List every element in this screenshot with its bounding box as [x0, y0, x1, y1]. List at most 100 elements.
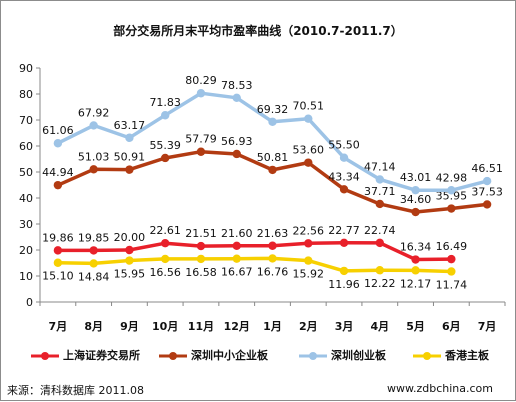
- series-0-point: [125, 245, 134, 255]
- y-tick-label: 50: [19, 166, 33, 179]
- series-1-data-label: 50.81: [257, 151, 289, 164]
- series-0-point: [232, 241, 241, 251]
- legend-swatch: [299, 352, 327, 360]
- x-tick-label: 12月: [224, 320, 250, 333]
- series-3-data-label: 15.92: [293, 268, 325, 281]
- series-2-data-label: 46.51: [471, 162, 503, 175]
- series-0-data-label: 19.85: [78, 231, 110, 244]
- series-0-data-label: 22.56: [293, 224, 325, 237]
- series-1-data-label: 57.79: [185, 133, 217, 146]
- series-0-point: [53, 246, 63, 255]
- series-1-point: [268, 165, 277, 175]
- series-0-point: [160, 239, 170, 248]
- legend-label: 深圳创业板: [331, 349, 386, 362]
- series-0-data-label: 16.34: [400, 241, 432, 254]
- series-2-data-label: 69.32: [257, 103, 289, 116]
- series-1-point: [411, 207, 420, 217]
- series-2-point: [53, 139, 63, 148]
- x-tick-label: 2月: [299, 320, 318, 333]
- series-3-point: [125, 256, 134, 265]
- series-0-data-label: 20.00: [114, 231, 146, 244]
- series-1-data-label: 35.95: [436, 190, 468, 203]
- series-2-point: [304, 114, 313, 123]
- series-2-data-label: 80.29: [185, 74, 217, 87]
- series-1-data-label: 37.71: [364, 185, 396, 198]
- series-2-data-label: 67.92: [78, 106, 110, 119]
- series-2-data-label: 55.50: [328, 139, 360, 152]
- series-1-point: [232, 149, 241, 159]
- series-2-point: [125, 133, 134, 142]
- series-3-point: [447, 267, 456, 276]
- series-3-point: [53, 258, 63, 267]
- series-3-data-label: 16.58: [185, 266, 217, 279]
- source-text: 来源：清科数据库 2011.08: [7, 384, 144, 397]
- series-0-data-label: 21.63: [257, 227, 289, 240]
- series-2-data-label: 78.53: [221, 79, 253, 92]
- series-3-data-label: 16.56: [149, 266, 181, 279]
- series-1-data-label: 51.03: [78, 150, 110, 163]
- x-tick-label: 5月: [406, 320, 425, 333]
- series-2-data-label: 61.06: [42, 124, 74, 137]
- x-tick-label: 7月: [49, 320, 68, 333]
- series-0-point: [375, 238, 385, 248]
- series-2-point: [375, 175, 385, 184]
- legend-label: 深圳中小企业板: [191, 349, 268, 362]
- series-1-point: [160, 153, 170, 163]
- series-0-point: [304, 239, 313, 248]
- series-1-point: [53, 180, 63, 190]
- legend-item: 深圳中小企业板: [158, 347, 268, 363]
- series-3-point: [304, 256, 313, 265]
- series-3-data-label: 15.10: [42, 270, 74, 283]
- series-2-point: [411, 185, 420, 195]
- y-tick-label: 90: [19, 62, 33, 75]
- x-tick-label: 1月: [263, 320, 282, 333]
- x-tick-label: 9月: [120, 320, 139, 333]
- series-3-data-label: 12.17: [400, 277, 432, 290]
- y-tick-label: 20: [19, 244, 33, 257]
- series-1-point: [447, 204, 456, 213]
- series-2-data-label: 47.14: [364, 160, 396, 173]
- series-3-point: [196, 254, 206, 264]
- site-url: www.zdbchina.com: [387, 382, 493, 395]
- series-3-point: [411, 266, 420, 275]
- series-2-point: [339, 153, 349, 162]
- series-0-data-label: 19.86: [42, 231, 74, 244]
- y-tick-label: 0: [26, 296, 33, 309]
- series-1-data-label: 56.93: [221, 135, 253, 148]
- y-tick-label: 30: [19, 218, 33, 231]
- series-0-point: [339, 238, 349, 247]
- series-1-point: [89, 165, 98, 174]
- x-tick-label: 8月: [84, 320, 103, 333]
- series-3-point: [160, 254, 170, 264]
- legend-swatch: [31, 352, 59, 360]
- series-2-data-label: 42.98: [436, 171, 468, 184]
- series-1-point: [375, 199, 385, 209]
- series-0-point: [411, 255, 420, 264]
- x-tick-label: 6月: [442, 320, 461, 333]
- footer-bar: 来源：清科数据库 2011.08 www.zdbchina.com: [0, 378, 516, 401]
- y-tick-label: 60: [19, 140, 33, 153]
- series-0-data-label: 21.60: [221, 227, 253, 240]
- series-1-data-label: 55.39: [149, 139, 181, 152]
- x-tick-label: 4月: [370, 320, 389, 333]
- chart-title: 部分交易所月末平均市盈率曲线（2010.7-2011.7）: [113, 24, 403, 38]
- series-1-data-label: 34.60: [400, 193, 432, 206]
- series-line-3: [57, 256, 452, 274]
- series-0-data-label: 22.61: [149, 224, 181, 237]
- y-tick-label: 10: [19, 270, 33, 283]
- series-1-point: [304, 158, 313, 167]
- x-tick-label: 3月: [335, 320, 354, 333]
- legend-label: 香港主板: [445, 349, 489, 362]
- series-2-point: [232, 93, 241, 103]
- y-tick-label: 80: [19, 88, 33, 101]
- series-2-point: [160, 111, 170, 120]
- series-2-point: [447, 186, 456, 195]
- series-1-point: [196, 147, 206, 156]
- legend-swatch: [159, 352, 187, 360]
- series-3-point: [268, 254, 277, 263]
- x-tick-label: 7月: [478, 320, 497, 333]
- series-1-data-label: 50.91: [114, 151, 146, 164]
- series-3-data-label: 12.22: [364, 277, 396, 290]
- series-3-data-label: 16.76: [257, 265, 289, 278]
- series-0-data-label: 21.51: [185, 227, 217, 240]
